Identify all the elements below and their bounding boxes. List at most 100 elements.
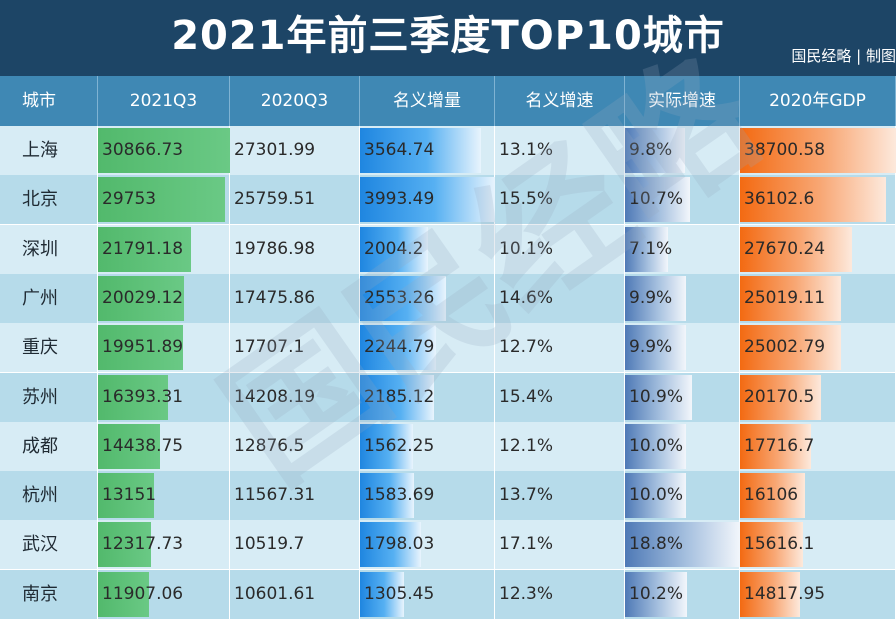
cell-nominal-growth: 12.1%	[495, 421, 625, 471]
bar-real-growth	[625, 423, 687, 469]
table-row: 广州 20029.12 17475.86 2553.26 14.6% 9.9% 25019.…	[0, 273, 896, 324]
cell-text-real-growth: 10.0%	[629, 485, 684, 506]
cell-text-city: 南京	[22, 583, 58, 605]
cell-q3-2021: 30866.73	[98, 126, 230, 175]
bar-nominal-increase	[360, 325, 436, 371]
cell-q3-2020: 27301.99	[230, 126, 360, 175]
cell-text-gdp-2020: 25002.79	[744, 337, 826, 358]
cell-city: 重庆	[0, 323, 98, 373]
cell-text-q3-2021: 12317.73	[102, 534, 184, 555]
bar-gdp-2020	[740, 423, 812, 469]
bar-q3-2021	[98, 473, 155, 519]
column-header-gdp-2020: 2020年GDP	[740, 76, 896, 126]
cell-real-growth: 9.9%	[625, 323, 740, 373]
cell-text-nominal-growth: 15.4%	[499, 386, 554, 407]
cell-text-nominal-increase: 2553.26	[364, 287, 435, 308]
cell-text-q3-2021: 29753	[102, 189, 157, 210]
table-row: 重庆 19951.89 17707.1 2244.79 12.7% 9.9% 25002.7…	[0, 323, 896, 374]
cell-text-q3-2020: 19786.98	[234, 238, 316, 259]
credit-label: 国民经略 | 制图	[791, 47, 896, 65]
cell-text-nominal-increase: 1798.03	[364, 534, 435, 555]
cell-real-growth: 9.9%	[625, 273, 740, 323]
table-row: 杭州 13151 11567.31 1583.69 13.7% 10.0% 16106	[0, 471, 896, 522]
cell-text-city: 上海	[22, 140, 58, 161]
cell-text-gdp-2020: 17716.7	[744, 435, 815, 456]
cell-text-gdp-2020: 15616.1	[744, 534, 815, 555]
column-header-q3-2021: 2021Q3	[98, 76, 230, 126]
cell-q3-2020: 14208.19	[230, 372, 360, 422]
cell-nominal-increase: 1305.45	[360, 569, 495, 619]
cell-gdp-2020: 27670.24	[740, 224, 896, 274]
cell-text-nominal-growth: 12.3%	[499, 583, 554, 604]
cell-nominal-increase: 2244.79	[360, 323, 495, 373]
bar-gdp-2020	[740, 128, 896, 173]
cell-text-gdp-2020: 38700.58	[744, 140, 826, 160]
column-header-nominal-increase: 名义增量	[360, 76, 495, 126]
cell-city: 武汉	[0, 520, 98, 570]
cell-q3-2021: 11907.06	[98, 569, 230, 619]
cell-text-real-growth: 10.9%	[629, 386, 684, 407]
cell-text-city: 杭州	[22, 485, 58, 507]
bar-q3-2021	[98, 177, 226, 223]
cell-text-nominal-growth: 13.7%	[499, 485, 554, 506]
bar-nominal-increase	[360, 423, 413, 469]
cell-q3-2020: 12876.5	[230, 421, 360, 471]
cell-text-q3-2020: 27301.99	[234, 140, 316, 160]
cell-text-nominal-increase: 3993.49	[364, 189, 435, 210]
bar-nominal-increase	[360, 177, 495, 223]
bar-gdp-2020	[740, 325, 841, 371]
cell-city: 上海	[0, 126, 98, 175]
bar-real-growth	[625, 226, 669, 272]
cell-nominal-increase: 2185.12	[360, 372, 495, 422]
cell-q3-2020: 10519.7	[230, 520, 360, 570]
cell-text-gdp-2020: 36102.6	[744, 189, 815, 210]
bar-q3-2021	[98, 423, 160, 469]
bar-q3-2021	[98, 275, 184, 321]
cell-gdp-2020: 36102.6	[740, 175, 896, 225]
cell-nominal-increase: 2004.2	[360, 224, 495, 274]
cell-text-real-growth: 9.9%	[629, 287, 673, 308]
cell-real-growth: 10.0%	[625, 471, 740, 521]
cell-text-real-growth: 10.0%	[629, 435, 684, 456]
cell-text-real-growth: 7.1%	[629, 238, 673, 259]
cell-nominal-increase: 1562.25	[360, 421, 495, 471]
cell-q3-2021: 21791.18	[98, 224, 230, 274]
cell-nominal-increase: 3564.74	[360, 126, 495, 175]
cell-nominal-increase: 2553.26	[360, 273, 495, 323]
bar-gdp-2020	[740, 374, 822, 420]
cell-text-nominal-growth: 12.7%	[499, 337, 554, 358]
cell-text-q3-2021: 19951.89	[102, 337, 184, 358]
cell-text-nominal-increase: 1305.45	[364, 583, 435, 604]
cell-text-gdp-2020: 25019.11	[744, 287, 826, 308]
cell-city: 苏州	[0, 372, 98, 422]
cell-text-nominal-growth: 12.1%	[499, 435, 554, 456]
cell-text-q3-2020: 17707.1	[234, 337, 305, 358]
cell-gdp-2020: 15616.1	[740, 520, 896, 570]
cell-nominal-growth: 15.5%	[495, 175, 625, 225]
cell-nominal-growth: 13.7%	[495, 471, 625, 521]
cell-nominal-growth: 13.1%	[495, 126, 625, 175]
bar-real-growth	[625, 128, 685, 173]
cell-q3-2021: 20029.12	[98, 273, 230, 323]
cell-nominal-increase: 3993.49	[360, 175, 495, 225]
cell-text-q3-2021: 13151	[102, 485, 157, 506]
table-row: 深圳 21791.18 19786.98 2004.2 10.1% 7.1% 27670.2…	[0, 224, 896, 275]
cell-text-q3-2021: 20029.12	[102, 287, 184, 308]
bar-real-growth	[625, 374, 692, 420]
bar-q3-2021	[98, 522, 151, 568]
cell-text-nominal-increase: 2244.79	[364, 337, 435, 358]
bar-gdp-2020	[740, 571, 800, 617]
cell-gdp-2020: 38700.58	[740, 126, 896, 175]
cell-text-nominal-growth: 13.1%	[499, 140, 554, 160]
cell-city: 北京	[0, 175, 98, 225]
cell-text-q3-2020: 17475.86	[234, 287, 316, 308]
bar-real-growth	[625, 571, 688, 617]
bar-nominal-increase	[360, 473, 414, 519]
cell-text-nominal-growth: 14.6%	[499, 287, 554, 308]
cell-text-q3-2021: 11907.06	[102, 583, 184, 604]
cell-q3-2020: 19786.98	[230, 224, 360, 274]
bar-nominal-increase	[360, 275, 447, 321]
bar-gdp-2020	[740, 275, 841, 321]
cell-q3-2021: 14438.75	[98, 421, 230, 471]
cell-q3-2021: 16393.31	[98, 372, 230, 422]
